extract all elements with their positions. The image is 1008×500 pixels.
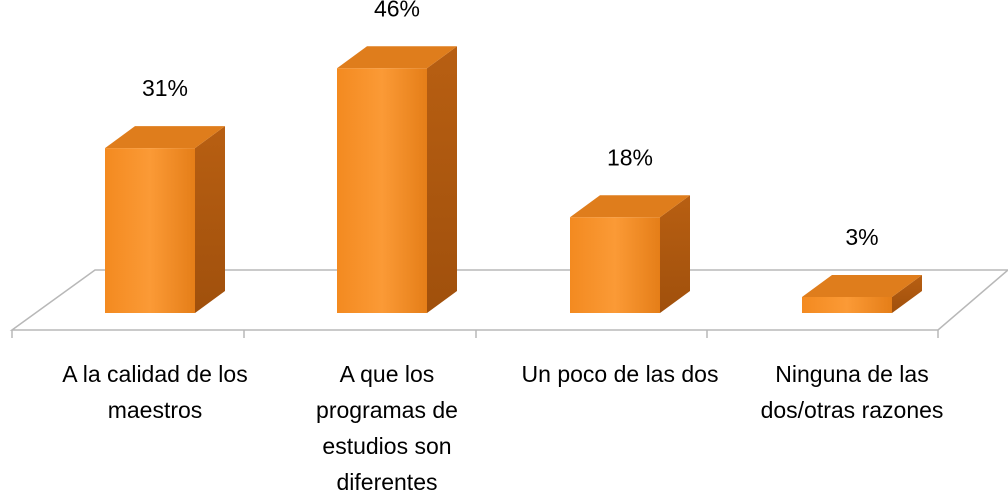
bar	[337, 46, 457, 313]
bar-front	[105, 148, 195, 313]
value-label: 3%	[845, 224, 878, 250]
bar	[570, 195, 690, 313]
bar-front	[337, 68, 427, 313]
bar-side	[427, 46, 457, 313]
bar-top	[570, 195, 690, 218]
bar-top	[337, 46, 457, 69]
value-label: 31%	[142, 75, 188, 101]
bar-top	[802, 275, 922, 298]
x-tick-label: A que los programas de estudios son dife…	[316, 361, 458, 495]
x-tick-label: A la calidad de los maestros	[62, 361, 248, 423]
bar-front	[570, 217, 660, 313]
bar-side	[195, 126, 225, 313]
value-label: 46%	[374, 0, 420, 21]
bar-top	[105, 126, 225, 149]
bar-side	[892, 275, 922, 313]
bar	[802, 275, 922, 313]
value-label: 18%	[607, 144, 653, 170]
floor	[9, 269, 1008, 331]
x-tick-label: Ninguna de las dos/otras razones	[760, 361, 944, 423]
bar-side	[660, 195, 690, 313]
bar	[105, 126, 225, 313]
x-tick-label: Un poco de las dos	[521, 361, 719, 387]
bar-front	[802, 297, 892, 313]
